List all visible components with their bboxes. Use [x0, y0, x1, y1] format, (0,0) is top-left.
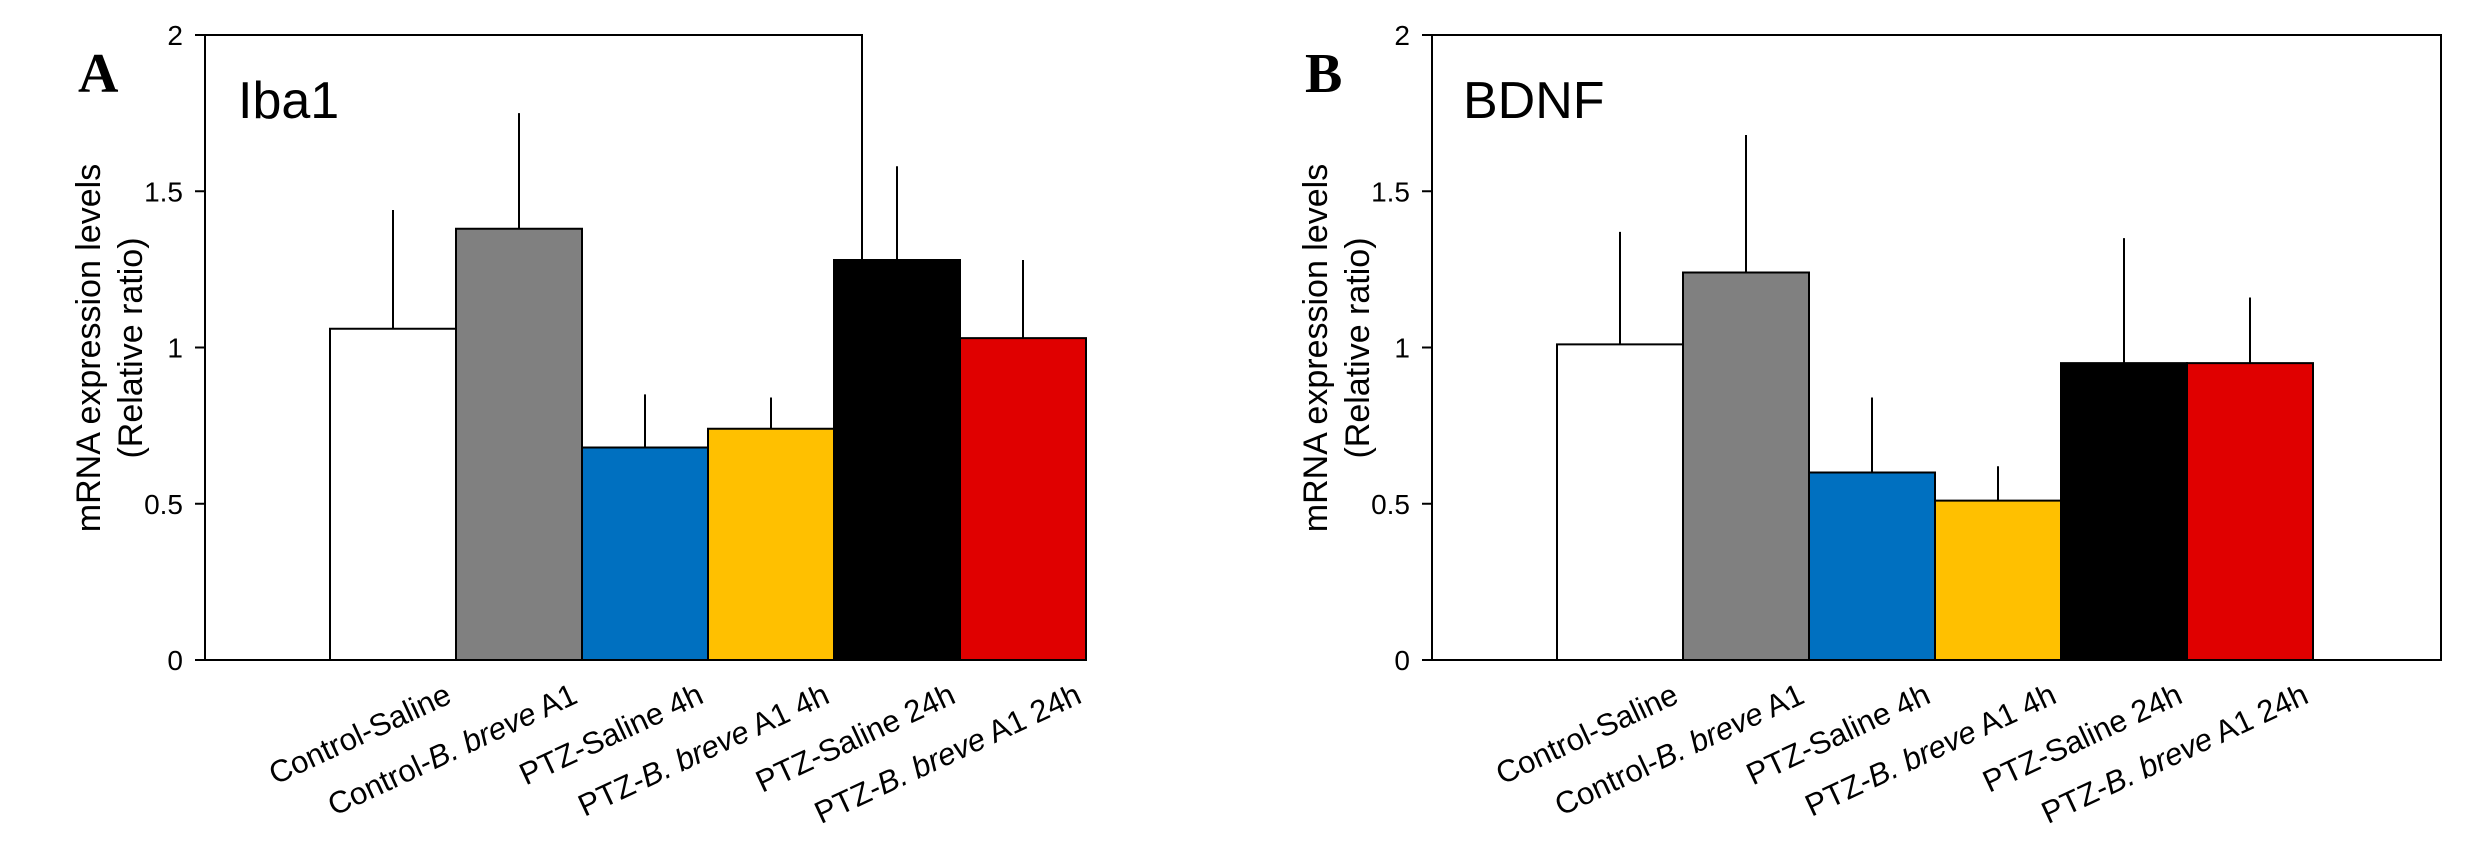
y-tick-label: 0.5 — [144, 489, 183, 520]
category-label-part: A1 24h — [2203, 677, 2313, 753]
y-tick-label: 0 — [1394, 645, 1410, 676]
bar: PTZ-Saline 24h: 0.95 — [2060, 362, 2188, 661]
y-tick-label: 0.5 — [1371, 489, 1410, 520]
bar: Control-B. breve A1: 1.24 — [1682, 271, 1810, 661]
y-axis-title-line: mRNA expression levels — [1297, 164, 1335, 532]
y-tick-label: 1 — [1394, 333, 1410, 364]
y-axis-title-line: (Relative ratio) — [1339, 237, 1377, 458]
chart-title: BDNF — [1463, 72, 1605, 130]
y-tick-label: 0 — [167, 645, 183, 676]
y-axis-title: mRNA expression levels (Relative ratio) — [1297, 164, 1377, 532]
bar: Control-Saline: 1.01 — [1556, 343, 1684, 661]
panel-letter: A — [78, 43, 119, 105]
y-tick-label: 1.5 — [1371, 176, 1410, 207]
category-label-part: A1 24h — [976, 677, 1086, 753]
y-tick-label: 2 — [167, 20, 183, 51]
chart-panel-a: 0 0.5 1 1.5 2 A Iba1 mRNA expression levels (Rel… — [70, 20, 1087, 831]
y-tick-label: 2 — [1394, 20, 1410, 51]
bar: PTZ-Saline 4h: 0.68 — [581, 446, 709, 661]
chart-title: Iba1 — [238, 72, 339, 130]
y-axis-title-line: (Relative ratio) — [112, 237, 150, 458]
bar: PTZ-B. breve A1 4h: 0.74 — [707, 427, 835, 661]
y-tick-label: 1 — [167, 333, 183, 364]
bar: Control-B. breve A1: 1.38 — [455, 227, 583, 661]
y-axis-title-line: mRNA expression levels — [70, 164, 108, 532]
bar: PTZ-B. breve A1 4h: 0.51 — [1934, 499, 2062, 661]
bar: PTZ-B. breve A1 24h: 0.95 — [2186, 362, 2314, 661]
y-axis-title: mRNA expression levels (Relative ratio) — [70, 164, 150, 532]
panel-letter: B — [1305, 43, 1342, 105]
bar: PTZ-Saline 24h: 1.28 — [833, 259, 961, 661]
chart-panel-b: 0 0.5 1 1.5 2 B BDNF mRNA expression levels (Rel… — [1297, 20, 2442, 831]
y-tick-label: 1.5 — [144, 176, 183, 207]
bar: PTZ-B. breve A1 24h: 1.03 — [959, 337, 1087, 661]
bar: Control-Saline: 1.06 — [329, 327, 457, 661]
bar: PTZ-Saline 4h: 0.6 — [1808, 471, 1936, 661]
